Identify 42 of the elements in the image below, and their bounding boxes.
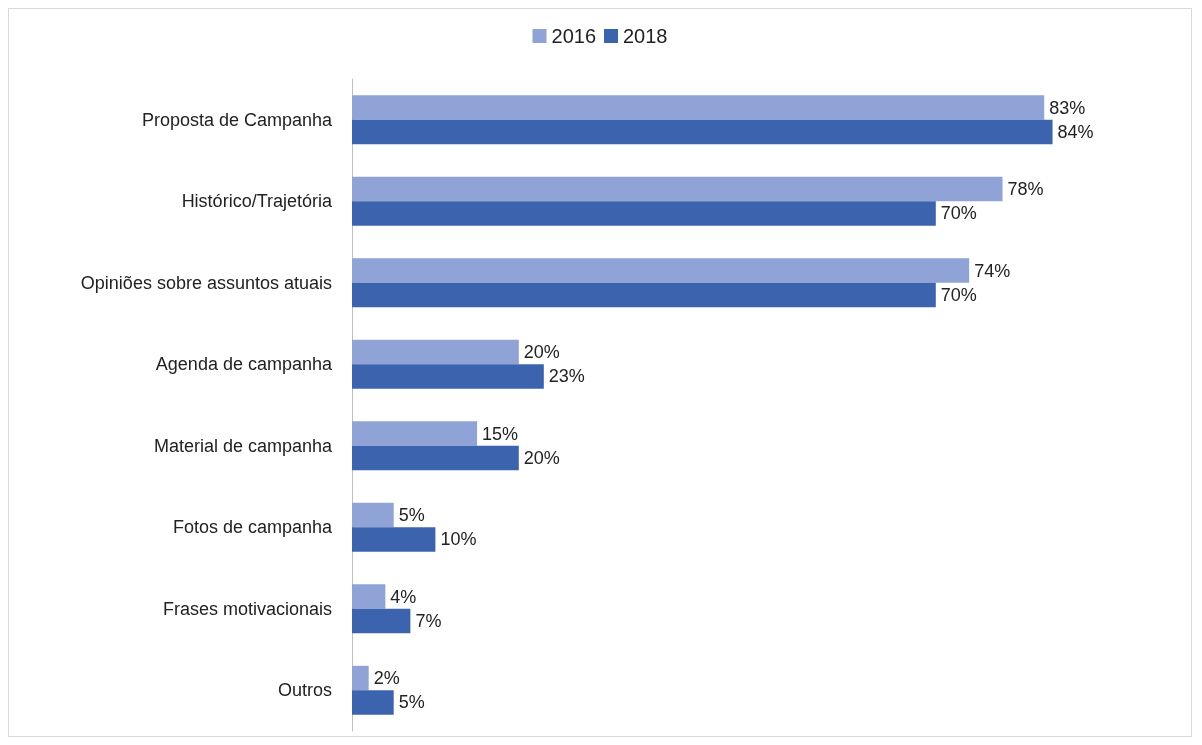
y-tick-label: Material de campanha (153, 435, 333, 456)
data-label: 5% (398, 505, 425, 526)
bar (352, 584, 386, 609)
bar (352, 95, 1045, 120)
bar (352, 608, 411, 634)
y-tick-label: Proposta de Campanha (141, 109, 333, 130)
data-label: 23% (548, 366, 585, 387)
y-tick-label: Frases motivacionais (162, 598, 332, 619)
bar (352, 502, 394, 528)
y-tick-label: Outros (277, 680, 332, 701)
bar (352, 665, 369, 691)
data-label: 10% (440, 529, 477, 550)
data-label: 70% (940, 203, 977, 224)
bar (352, 282, 936, 308)
data-label: 15% (482, 423, 519, 444)
data-label: 20% (523, 342, 560, 363)
bar (352, 690, 394, 715)
data-label: 74% (974, 260, 1011, 281)
bar (352, 421, 478, 446)
bar (352, 445, 519, 471)
bar (352, 119, 1053, 145)
bar (352, 527, 436, 552)
bar (352, 339, 519, 365)
data-label: 70% (940, 284, 977, 305)
bar (352, 176, 1003, 202)
y-tick-label: Fotos de campanha (172, 517, 333, 538)
bar (352, 201, 936, 226)
legend-label: 2016 (551, 25, 597, 47)
data-label: 84% (1057, 121, 1094, 142)
data-label: 4% (390, 586, 417, 607)
y-tick-label: Agenda de campanha (155, 354, 333, 375)
bar (352, 364, 544, 389)
data-label: 2% (373, 668, 400, 689)
data-label: 5% (398, 692, 425, 713)
data-label: 83% (1049, 97, 1086, 118)
y-tick-label: Opiniões sobre assuntos atuais (80, 272, 332, 293)
legend-label: 2018 (623, 25, 668, 47)
bar (352, 258, 970, 283)
y-tick-label: Histórico/Trajetória (181, 191, 333, 212)
data-label: 20% (523, 447, 560, 468)
data-label: 7% (415, 610, 442, 631)
data-label: 78% (1007, 179, 1044, 200)
